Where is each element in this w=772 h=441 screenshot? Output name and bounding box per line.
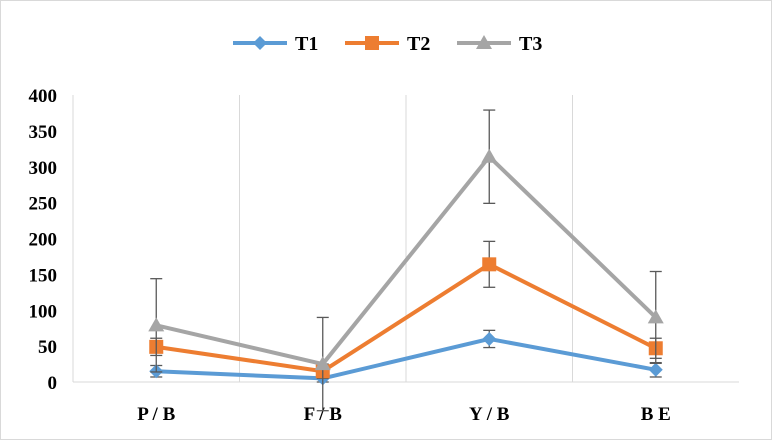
data-point [648, 362, 663, 377]
y-tick-label: 300 [29, 158, 58, 179]
legend-swatch-marker [365, 36, 379, 50]
x-tick-label: B E [641, 404, 671, 425]
legend-swatch-marker [476, 35, 492, 49]
legend-item-t2: T2 [345, 33, 430, 55]
data-point [481, 148, 498, 163]
data-point [647, 309, 664, 324]
data-point [148, 317, 165, 332]
data-point [482, 257, 497, 272]
y-tick-label: 0 [48, 373, 58, 394]
x-tick-label: Y / B [469, 404, 510, 425]
legend-label: T1 [295, 33, 318, 55]
x-tick-label: P / B [137, 404, 175, 425]
series-line [155, 262, 657, 374]
y-tick-label: 400 [29, 86, 58, 107]
series-line [156, 336, 657, 381]
y-tick-label: 350 [29, 122, 58, 143]
legend-item-t1: T1 [233, 33, 318, 55]
x-tick-label: F / B [304, 404, 343, 425]
gridlines [239, 95, 573, 382]
y-tick-label: 100 [29, 301, 58, 322]
series-t3 [148, 109, 664, 412]
legend-label: T2 [407, 33, 430, 55]
legend-item-t3: T3 [457, 33, 542, 55]
data-point [482, 331, 497, 346]
legend-swatch-marker [253, 36, 267, 50]
x-tick-labels: P / B F / B Y / B B E [137, 404, 671, 425]
y-tick-label: 50 [38, 337, 57, 358]
y-tick-labels: 0 50 100 150 200 250 300 350 400 [29, 86, 58, 394]
y-tick-label: 250 [29, 194, 58, 215]
series-line [155, 154, 658, 367]
y-tick-label: 150 [29, 265, 58, 286]
data-point [314, 356, 331, 371]
y-tick-label: 200 [29, 230, 58, 251]
legend: T1 T2 T3 [233, 33, 542, 55]
legend-label: T3 [519, 33, 542, 55]
